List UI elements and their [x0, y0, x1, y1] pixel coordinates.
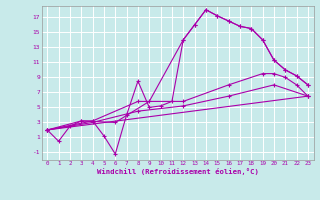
X-axis label: Windchill (Refroidissement éolien,°C): Windchill (Refroidissement éolien,°C) — [97, 168, 259, 175]
